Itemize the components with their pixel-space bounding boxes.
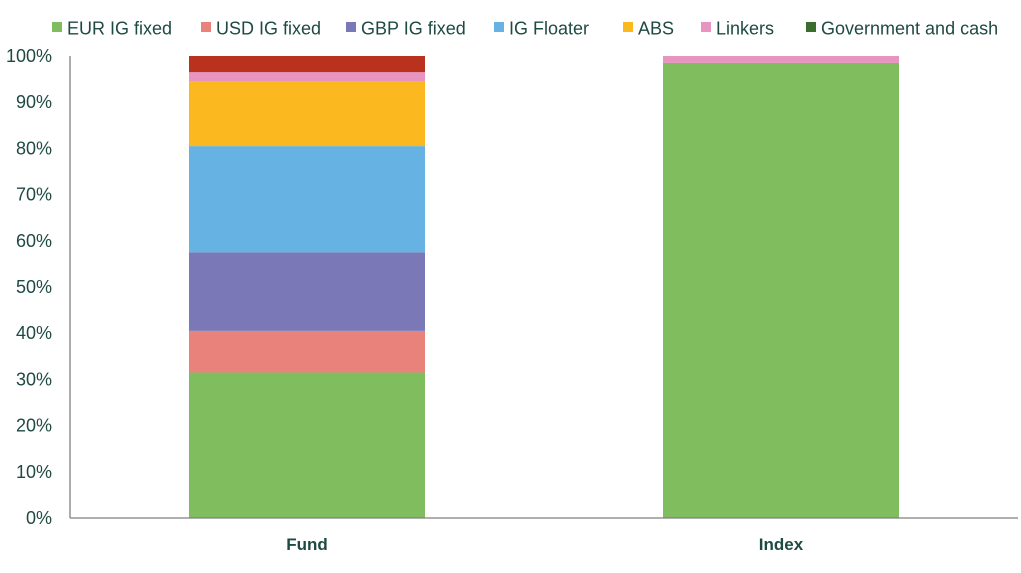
legend-swatch [52,22,62,32]
bar-stack-index [663,56,899,519]
y-tick-label: 20% [16,416,52,436]
y-tick-label: 90% [16,92,52,112]
legend-item: GBP IG fixed [346,19,466,39]
y-tick-label: 50% [16,277,52,297]
legend: EUR IG fixed USD IG fixed GBP IG fixed IG F… [52,19,998,39]
bar-stack-fund [189,56,425,518]
bar-segment [663,56,899,63]
y-tick-label: 0% [26,508,52,528]
legend-label: EUR IG fixed [67,19,172,39]
bar-segment [189,252,425,331]
legend-label: GBP IG fixed [361,19,466,39]
y-tick-label: 60% [16,231,52,251]
bar-segment [663,62,899,519]
legend-item: ABS [623,19,674,39]
legend-swatch [201,22,211,32]
legend-label: IG Floater [509,19,589,39]
x-category-label: Fund [286,535,328,554]
legend-item: Linkers [701,19,774,39]
legend-item: EUR IG fixed [52,19,172,39]
legend-item: IG Floater [494,19,589,39]
legend-label: Government and cash [821,19,998,39]
y-tick-label: 100% [6,46,52,66]
legend-swatch [623,22,633,32]
legend-swatch [346,22,356,32]
y-axis-ticks: 0% 10% 20% 30% 40% 50% 60% 70% 80% 90% 100% [6,46,52,528]
legend-label: Linkers [716,19,774,39]
bar-segment [189,146,425,253]
y-tick-label: 80% [16,138,52,158]
legend-item: USD IG fixed [201,19,321,39]
bar-segment [189,330,425,373]
bars [189,56,899,519]
legend-swatch [806,22,816,32]
x-category-label: Index [759,535,804,554]
legend-label: ABS [638,19,674,39]
bar-segment [189,372,425,518]
legend-swatch [494,22,504,32]
y-tick-label: 40% [16,323,52,343]
legend-label: USD IG fixed [216,19,321,39]
bar-segment [189,72,425,82]
y-tick-label: 10% [16,462,52,482]
x-axis-labels: Fund Index [286,535,804,554]
legend-item: Government and cash [806,19,998,39]
legend-swatch [701,22,711,32]
y-tick-label: 70% [16,185,52,205]
y-tick-label: 30% [16,369,52,389]
bar-segment [189,56,425,73]
bar-segment [189,81,425,147]
axes [69,56,1018,519]
